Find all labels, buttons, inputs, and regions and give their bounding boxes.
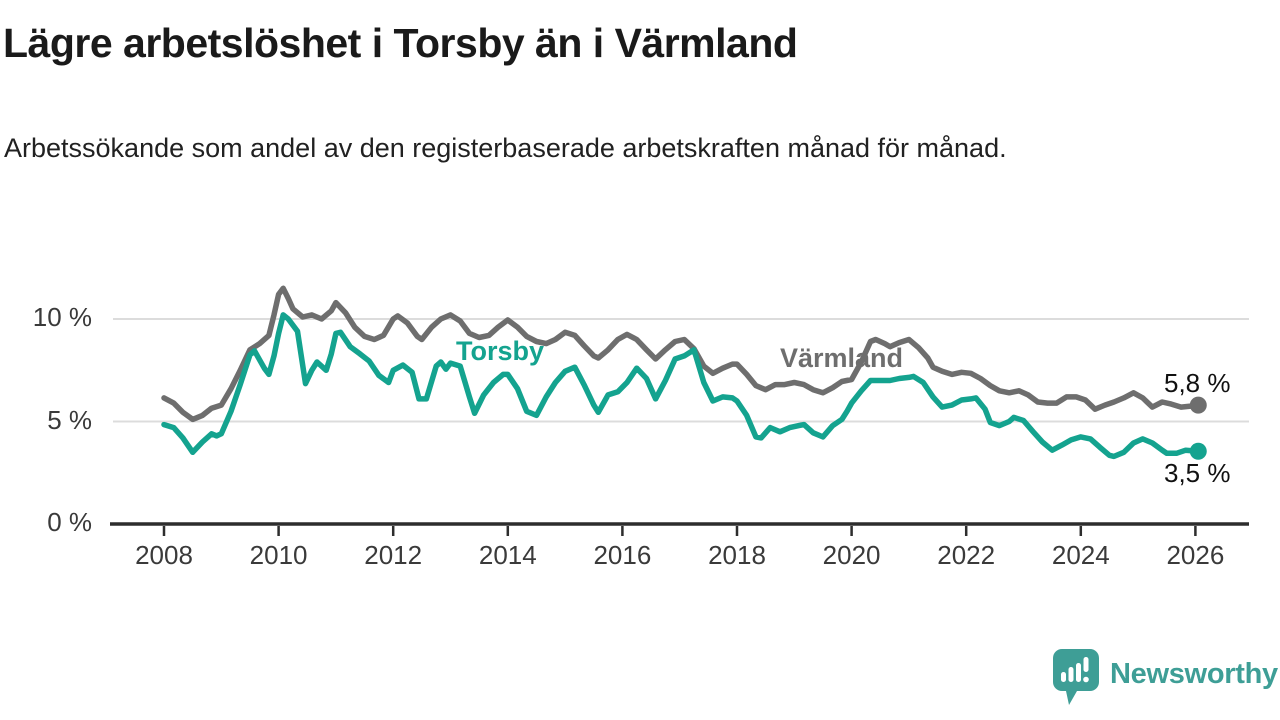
x-axis-tick-label: 2008 bbox=[135, 540, 193, 570]
x-axis-tick-label: 2026 bbox=[1166, 540, 1225, 570]
varmland-endpoint-dot bbox=[1189, 396, 1207, 414]
x-axis-tick-label: 2024 bbox=[1051, 540, 1110, 570]
x-axis-tick-label: 2016 bbox=[593, 540, 652, 570]
x-axis-tick-label: 2018 bbox=[708, 540, 766, 570]
torsby-end-value-label: 3,5 % bbox=[1164, 458, 1231, 488]
x-axis-tick-label: 2010 bbox=[249, 540, 308, 570]
torsby-series-label: Torsby bbox=[456, 336, 545, 366]
x-axis-tick-label: 2014 bbox=[478, 540, 537, 570]
page-title: Lägre arbetslöshet i Torsby än i Värmlan… bbox=[3, 20, 798, 66]
torsby-line bbox=[161, 312, 1202, 460]
y-axis-tick-label: 10 % bbox=[32, 302, 92, 332]
chart-subtitle: Arbetssökande som andel av den registerb… bbox=[4, 133, 1007, 163]
newsworthy-logo: Newsworthy bbox=[1052, 648, 1278, 708]
y-axis-tick-label: 5 % bbox=[47, 404, 92, 435]
varmland-series-label: Värmland bbox=[780, 343, 904, 373]
y-axis-tick-label: 0 % bbox=[47, 507, 92, 537]
x-axis-tick-label: 2020 bbox=[822, 540, 881, 570]
newsworthy-wordmark: Newsworthy bbox=[1110, 657, 1278, 690]
torsby-endpoint-dot bbox=[1189, 442, 1207, 460]
x-axis-tick-label: 2012 bbox=[364, 540, 423, 570]
newsworthy-logo-icon bbox=[1053, 649, 1099, 705]
varmland-end-value-label: 5,8 % bbox=[1164, 368, 1231, 398]
x-axis-tick-label: 2022 bbox=[937, 540, 996, 570]
varmland-line bbox=[161, 285, 1202, 423]
